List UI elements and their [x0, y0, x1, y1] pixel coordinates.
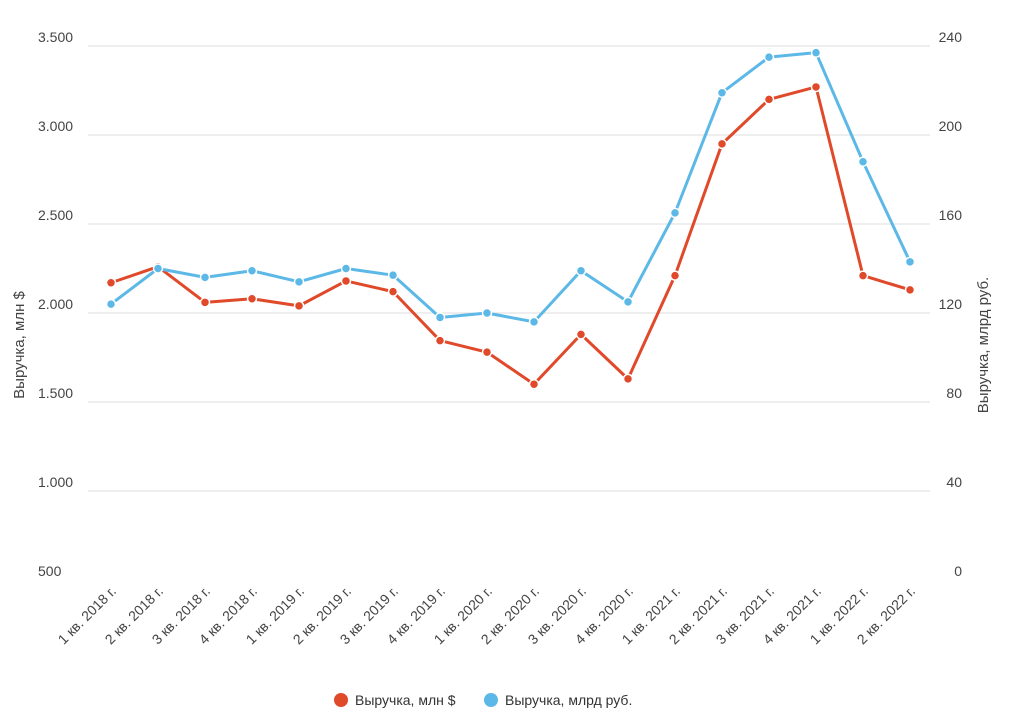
point-usd[interactable] [246, 293, 258, 305]
series-rub [105, 47, 916, 328]
legend-label-rub[interactable]: Выручка, млрд руб. [505, 692, 632, 708]
point-usd[interactable] [669, 270, 681, 281]
point-usd[interactable] [575, 329, 587, 340]
line-usd [109, 85, 912, 386]
point-usd[interactable] [199, 297, 211, 308]
point-usd[interactable] [105, 277, 117, 288]
left-tick-label: 2.000 [38, 296, 73, 312]
right-axis-label: Выручка, млрд руб. [975, 277, 992, 413]
line-rub [109, 51, 912, 324]
point-rub[interactable] [763, 51, 775, 63]
point-usd[interactable] [434, 335, 446, 346]
left-tick-label: 3.500 [38, 29, 73, 45]
left-tick-label: 3.000 [38, 118, 73, 134]
point-rub[interactable] [575, 265, 587, 276]
point-usd[interactable] [810, 81, 822, 93]
series-layer [105, 47, 916, 390]
right-tick-label: 160 [939, 207, 963, 223]
legend: Выручка, млн $ Выручка, млрд руб. [334, 692, 632, 708]
point-usd[interactable] [340, 275, 352, 287]
point-rub[interactable] [293, 276, 305, 288]
point-usd[interactable] [857, 270, 869, 281]
legend-marker-usd[interactable] [334, 693, 348, 707]
right-tick-label: 200 [939, 118, 963, 134]
point-rub[interactable] [622, 296, 634, 308]
left-tick-label: 1.500 [38, 385, 73, 401]
left-axis-ticks: 500 1.000 1.500 2.000 2.500 3.000 3.500 [38, 29, 73, 579]
point-usd[interactable] [481, 346, 493, 358]
point-rub[interactable] [857, 156, 869, 167]
point-usd[interactable] [387, 286, 399, 297]
point-rub[interactable] [528, 316, 540, 328]
point-rub[interactable] [340, 263, 352, 274]
gridlines [88, 45, 930, 492]
point-usd[interactable] [763, 94, 775, 105]
point-rub[interactable] [481, 307, 493, 319]
point-usd[interactable] [904, 284, 916, 296]
point-rub[interactable] [904, 256, 916, 268]
point-usd[interactable] [716, 138, 728, 150]
left-tick-label: 1.000 [38, 474, 73, 490]
right-axis-ticks: 0 40 80 120 160 200 240 [939, 29, 963, 579]
point-rub[interactable] [199, 272, 211, 283]
right-tick-label: 240 [939, 29, 963, 45]
left-tick-label: 2.500 [38, 207, 73, 223]
point-rub[interactable] [105, 298, 117, 310]
point-usd[interactable] [622, 373, 634, 385]
left-tick-label: 500 [38, 563, 62, 579]
point-rub[interactable] [669, 207, 681, 219]
point-rub[interactable] [387, 269, 399, 281]
right-tick-label: 80 [946, 385, 962, 401]
point-usd[interactable] [528, 378, 540, 390]
right-tick-label: 40 [946, 474, 962, 490]
x-axis-ticks: 1 кв. 2018 г.2 кв. 2018 г.3 кв. 2018 г.4… [55, 583, 919, 648]
point-rub[interactable] [152, 263, 164, 274]
point-rub[interactable] [246, 265, 258, 276]
left-axis-label: Выручка, млн $ [11, 290, 28, 398]
series-usd [105, 81, 916, 390]
legend-marker-rub[interactable] [484, 693, 498, 707]
right-tick-label: 0 [954, 563, 962, 579]
point-usd[interactable] [293, 300, 305, 312]
point-rub[interactable] [716, 87, 728, 98]
right-tick-label: 120 [939, 296, 963, 312]
point-rub[interactable] [434, 312, 446, 323]
point-rub[interactable] [810, 47, 822, 58]
legend-label-usd[interactable]: Выручка, млн $ [355, 692, 456, 708]
